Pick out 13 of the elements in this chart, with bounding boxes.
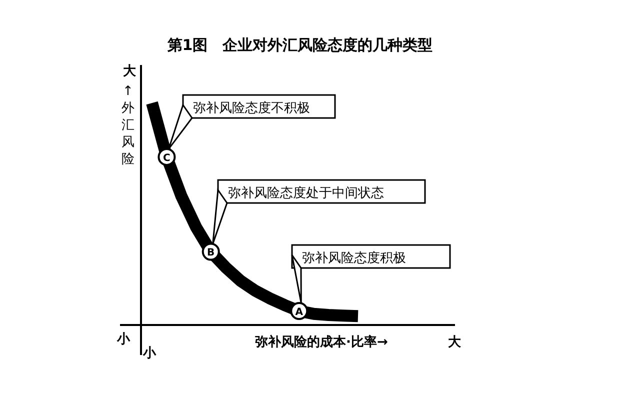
annotation: 小 xyxy=(117,332,130,347)
callout-text: 弥补风险态度不积极 xyxy=(193,101,310,116)
callout-text: 弥补风险态度积极 xyxy=(302,251,406,266)
xlabel: 弥补风险的成本·比率→ xyxy=(255,335,388,350)
point-label: B xyxy=(207,248,215,259)
point-label: C xyxy=(163,152,170,164)
annotation: 大 xyxy=(123,64,136,79)
annotation: 小 xyxy=(143,346,156,361)
annotation: 大 xyxy=(448,335,461,350)
callout-text: 弥补风险态度处于中间状态 xyxy=(228,186,384,201)
ylabel: ↑外汇风险 xyxy=(122,84,134,167)
point-label: A xyxy=(295,307,304,318)
title: 第1图 企业对外汇风险态度的几种类型 xyxy=(167,36,433,54)
